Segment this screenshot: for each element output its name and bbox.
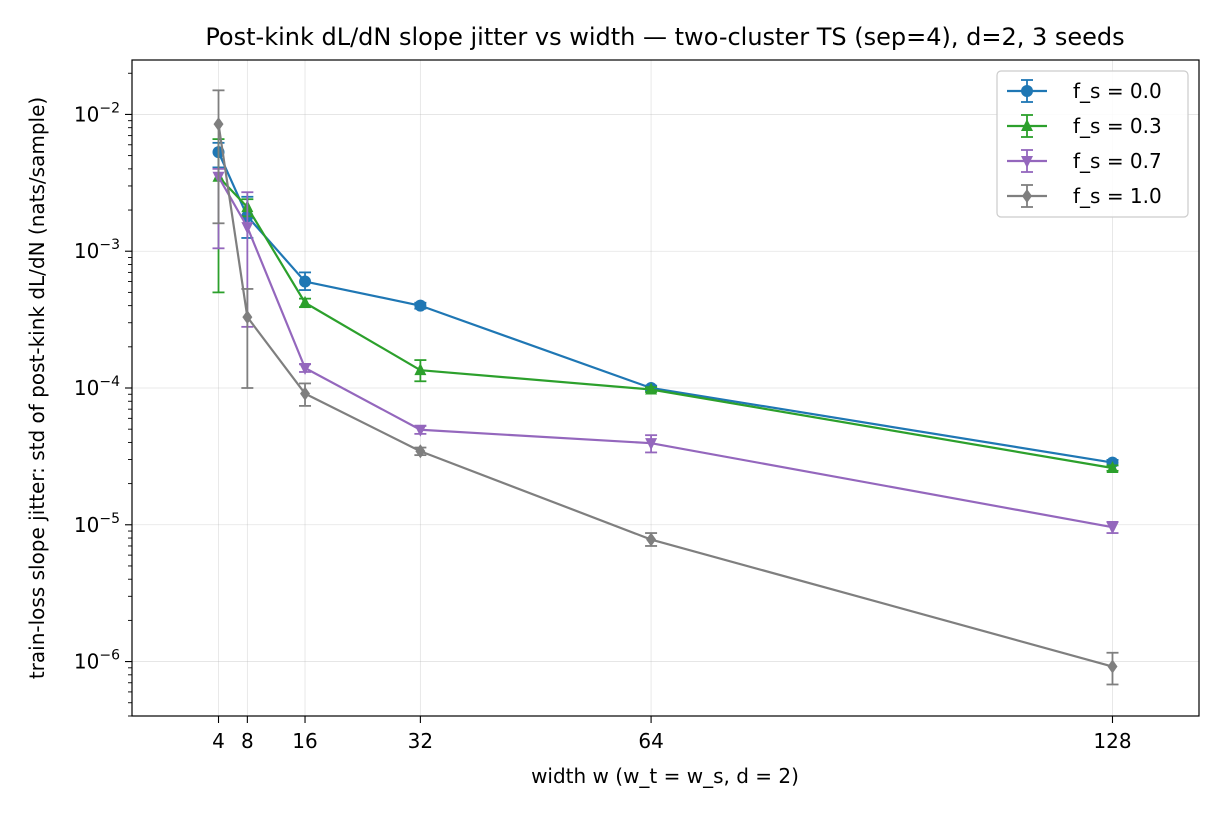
series-line bbox=[217, 176, 1113, 470]
series-3 bbox=[212, 89, 1119, 686]
legend-entry: f_s = 0.7 bbox=[1007, 149, 1162, 173]
y-tick-exponent: −3 bbox=[99, 237, 120, 253]
y-tick-label: 10−3 bbox=[74, 237, 120, 263]
x-tick-label: 16 bbox=[292, 729, 317, 753]
data-point bbox=[299, 275, 312, 288]
plot-series bbox=[212, 89, 1119, 686]
legend-marker bbox=[1021, 156, 1033, 168]
legend-label: f_s = 1.0 bbox=[1073, 184, 1162, 208]
x-tick-label: 32 bbox=[408, 729, 433, 753]
data-point bbox=[1106, 522, 1119, 535]
y-tick-base: 10 bbox=[74, 102, 99, 126]
series-line bbox=[217, 151, 1113, 464]
legend-box bbox=[996, 70, 1189, 218]
y-tick-base: 10 bbox=[74, 513, 99, 537]
y-tick-base: 10 bbox=[74, 650, 99, 674]
x-axis-label: width w (w_t = w_s, d = 2) bbox=[531, 764, 799, 788]
data-point bbox=[645, 382, 658, 395]
y-tick-label: 10−5 bbox=[74, 511, 120, 537]
x-tick-label: 4 bbox=[212, 729, 225, 753]
legend-label: f_s = 0.3 bbox=[1073, 114, 1162, 138]
y-tick-base: 10 bbox=[74, 239, 99, 263]
data-point bbox=[1107, 659, 1118, 674]
y-tick-label: 10−2 bbox=[74, 100, 120, 126]
y-tick-label: 10−4 bbox=[74, 374, 120, 400]
data-point bbox=[1106, 461, 1119, 474]
data-point bbox=[241, 222, 254, 235]
y-tick-label: 10−6 bbox=[74, 648, 120, 674]
series-line bbox=[217, 123, 1113, 668]
data-point bbox=[213, 117, 224, 132]
legend-marker bbox=[1022, 189, 1032, 203]
series-line bbox=[217, 176, 1113, 529]
data-point bbox=[242, 310, 253, 325]
legend-marker bbox=[1021, 119, 1033, 131]
chart-title: Post-kink dL/dN slope jitter vs width — … bbox=[205, 23, 1124, 51]
y-tick-base: 10 bbox=[74, 376, 99, 400]
legend-marker bbox=[1021, 85, 1033, 97]
data-point bbox=[414, 299, 427, 312]
data-point bbox=[646, 532, 657, 547]
data-point bbox=[414, 363, 427, 376]
y-tick-exponent: −4 bbox=[99, 374, 120, 390]
data-point bbox=[299, 363, 312, 376]
data-point bbox=[415, 444, 426, 459]
legend-entry: f_s = 0.0 bbox=[1007, 79, 1162, 103]
legend-label: f_s = 0.7 bbox=[1073, 149, 1162, 173]
y-tick-exponent: −6 bbox=[99, 648, 120, 664]
data-point bbox=[300, 386, 311, 401]
y-axis-label: train-loss slope jitter: std of post-kin… bbox=[25, 97, 49, 679]
data-point bbox=[414, 424, 427, 437]
y-tick-exponent: −2 bbox=[99, 100, 120, 116]
legend-label: f_s = 0.0 bbox=[1073, 79, 1162, 103]
x-tick-label: 64 bbox=[638, 729, 663, 753]
data-point bbox=[645, 438, 658, 451]
x-tick-label: 8 bbox=[241, 729, 254, 753]
x-tick-label: 128 bbox=[1093, 729, 1131, 753]
data-point bbox=[299, 295, 312, 308]
legend-entry: f_s = 1.0 bbox=[1007, 184, 1162, 208]
legend-entry: f_s = 0.3 bbox=[1007, 114, 1162, 138]
y-tick-exponent: −5 bbox=[99, 511, 120, 527]
legend: f_s = 0.0 f_s = 0.3 f_s = 0.7 f_s = 1.0 bbox=[996, 70, 1189, 218]
